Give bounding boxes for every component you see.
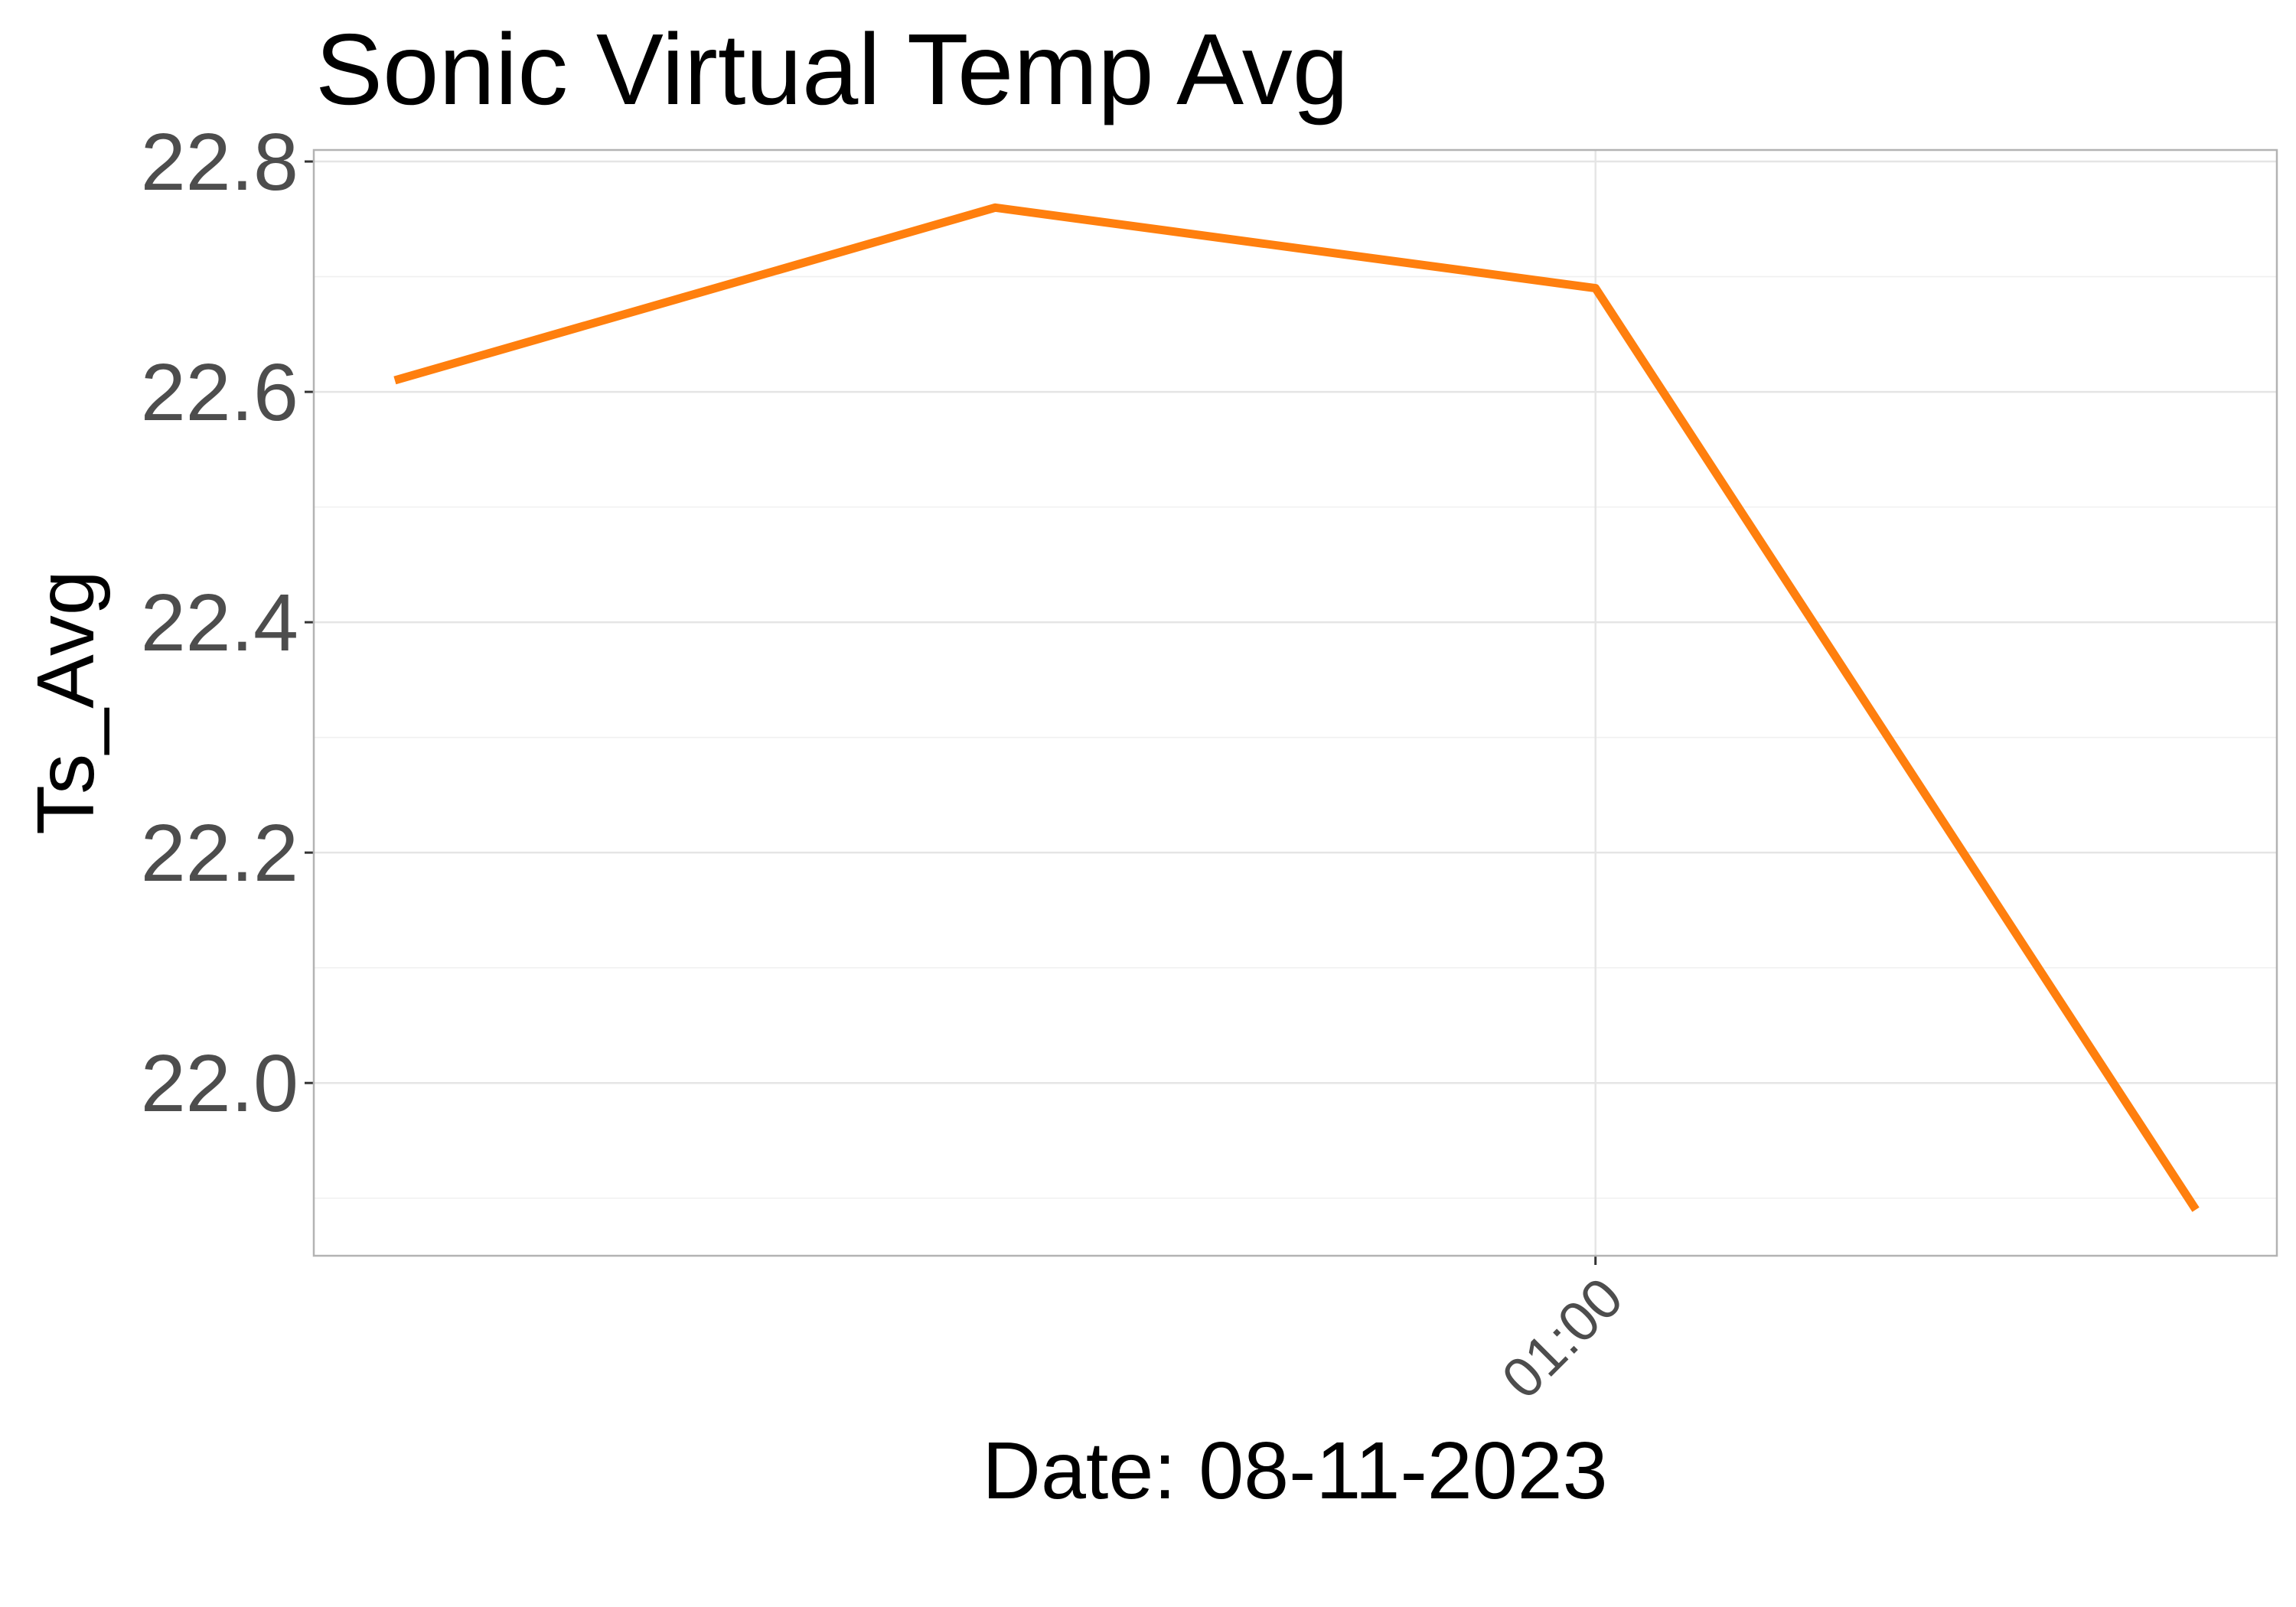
series-line xyxy=(393,203,2200,1212)
y-tick-label: 22.0 xyxy=(141,1038,298,1129)
y-tick-label: 22.4 xyxy=(141,578,298,668)
y-tick-label: 22.2 xyxy=(141,808,298,898)
plot-panel xyxy=(312,148,2278,1257)
chart-title: Sonic Virtual Temp Avg xyxy=(315,13,1349,125)
axis-ticks xyxy=(305,160,1597,1265)
y-tick-label: 22.8 xyxy=(141,117,298,207)
x-axis-title: Date: 08-11-2023 xyxy=(982,1426,1607,1516)
x-tick-label: 01:00 xyxy=(1489,1266,1635,1411)
grid-lines xyxy=(314,150,2277,1256)
series-lines xyxy=(393,203,2200,1212)
y-tick-label: 22.6 xyxy=(141,347,298,438)
y-axis-title: Ts_Avg xyxy=(21,570,111,835)
